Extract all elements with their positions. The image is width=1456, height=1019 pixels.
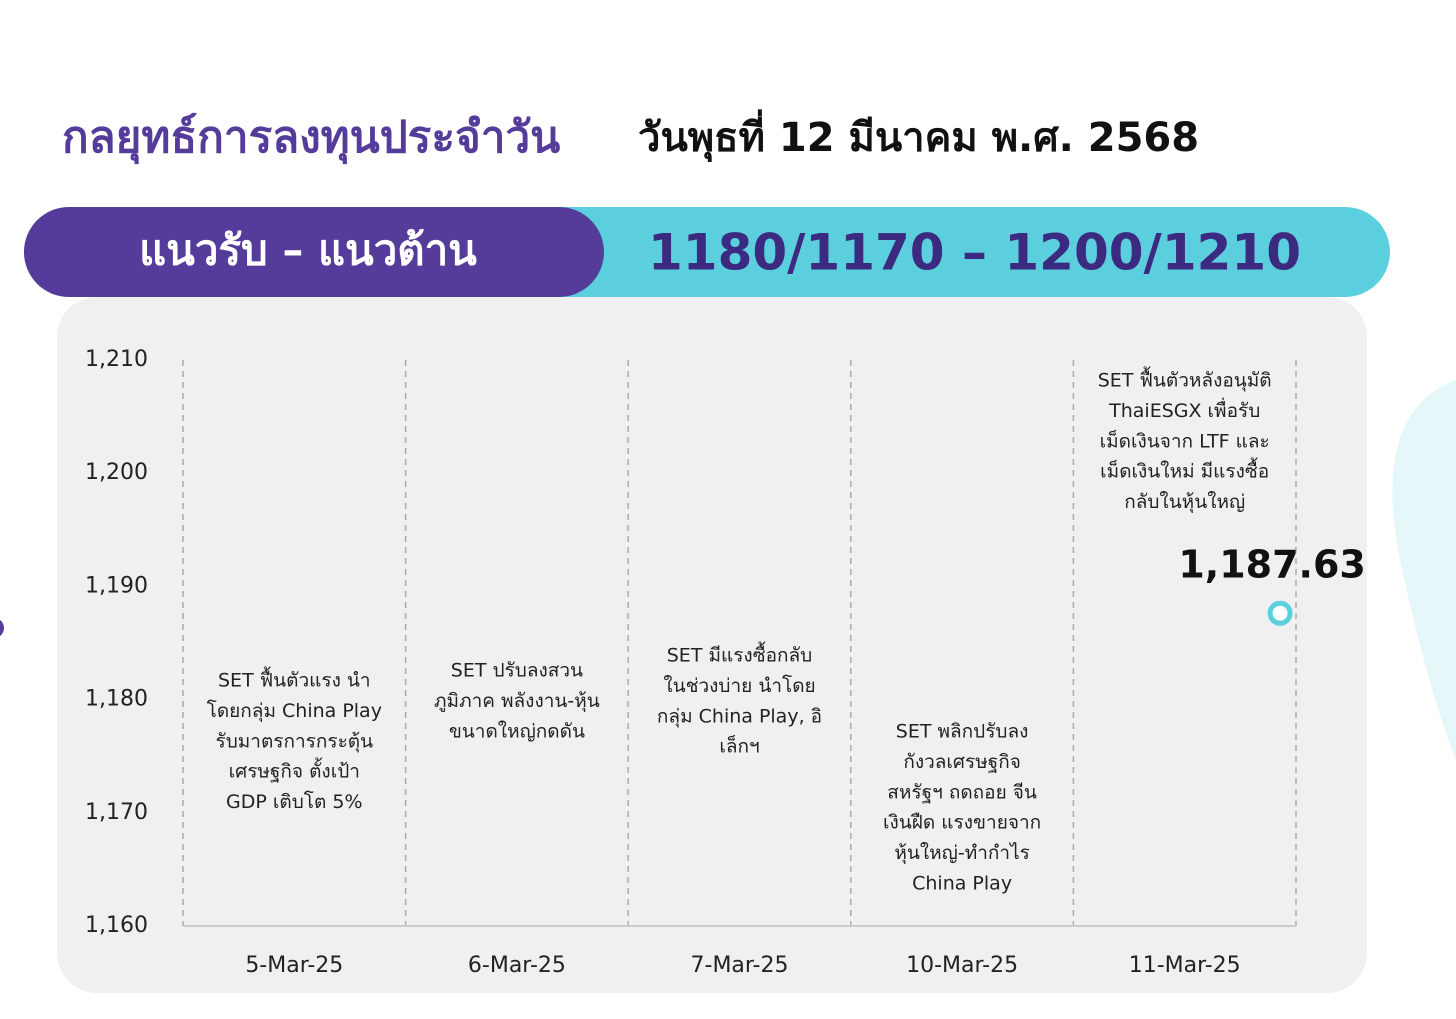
- annotation-line: โดยกลุ่ม China Play: [207, 699, 382, 723]
- plot: 1,160 1,170 1,180 1,190 1,200 1,210 5-Mar-25 6-…: [85, 347, 1366, 978]
- y-tick-label: 1,170: [85, 800, 148, 825]
- x-tick-label: 11-Mar-25: [1129, 953, 1241, 978]
- annotation-line: กลุ่ม China Play, อิ: [657, 705, 822, 728]
- annotation-line: ภูมิภาค พลังงาน-หุ้น: [434, 690, 600, 713]
- annotation-line: เศรษฐกิจ ตั้งเป้า: [229, 758, 360, 783]
- annotation-line: SET ปรับลงสวน: [451, 660, 583, 682]
- annotation-line: ขนาดใหญ่กดดัน: [449, 720, 585, 742]
- annotation-line: SET ฟื้นตัวแรง นำ: [218, 667, 371, 692]
- x-tick-label: 7-Mar-25: [691, 953, 789, 978]
- decor-dot: [0, 620, 4, 636]
- annotation-line: ในช่วงบ่าย นำโดย: [663, 674, 815, 697]
- annotation-line: SET พลิกปรับลง: [896, 721, 1029, 743]
- decor-shape: [1392, 380, 1456, 760]
- y-tick-label: 1,200: [85, 460, 148, 485]
- annotation-line: SET ฟื้นตัวหลังอนุมัติ: [1098, 367, 1272, 393]
- page-title: กลยุทธ์การลงทุนประจำวัน: [62, 112, 560, 165]
- value-label: 1,187.63: [1178, 543, 1366, 587]
- page-date: วันพุธที่ 12 มีนาคม พ.ศ. 2568: [638, 109, 1199, 163]
- annotation-line: ThaiESGX เพื่อรับ: [1108, 397, 1260, 422]
- annotation-line: SET มีแรงซื้อกลับ: [667, 642, 812, 667]
- annotation-line: รับมาตรการกระตุ้น: [215, 730, 373, 753]
- banner-range: 1180/1170 – 1200/1210: [648, 224, 1301, 282]
- banner-left: [24, 207, 604, 297]
- y-tick-label: 1,160: [85, 913, 148, 938]
- annotation-line: เล็กฯ: [719, 734, 759, 758]
- annotation-line: China Play: [912, 873, 1012, 895]
- annotation-line: กลับในหุ้นใหญ่: [1124, 491, 1245, 514]
- annotation-line: หุ้นใหญ่-ทำกำไร: [894, 842, 1030, 865]
- end-marker: [1267, 600, 1293, 626]
- annotation-line: เงินฝืด แรงขายจาก: [883, 812, 1041, 834]
- x-tick-label: 5-Mar-25: [245, 953, 343, 978]
- annotation-line: เม็ดเงินใหม่ มีแรงซื้อ: [1100, 458, 1269, 483]
- banner-label: แนวรับ – แนวต้าน: [139, 226, 477, 275]
- annotation-line: สหรัฐฯ ถดถอย จีน: [887, 781, 1037, 803]
- y-tick-label: 1,180: [85, 687, 148, 712]
- annotation-line: GDP เติบโต 5%: [226, 790, 362, 813]
- x-tick-label: 10-Mar-25: [906, 953, 1018, 978]
- annotation-line: กังวลเศรษฐกิจ: [903, 751, 1021, 773]
- annotation-line: เม็ดเงินจาก LTF และ: [1100, 428, 1270, 452]
- chart-panel: [57, 297, 1367, 993]
- y-tick-label: 1,210: [85, 347, 148, 372]
- x-tick-label: 6-Mar-25: [468, 953, 566, 978]
- y-tick-label: 1,190: [85, 573, 148, 598]
